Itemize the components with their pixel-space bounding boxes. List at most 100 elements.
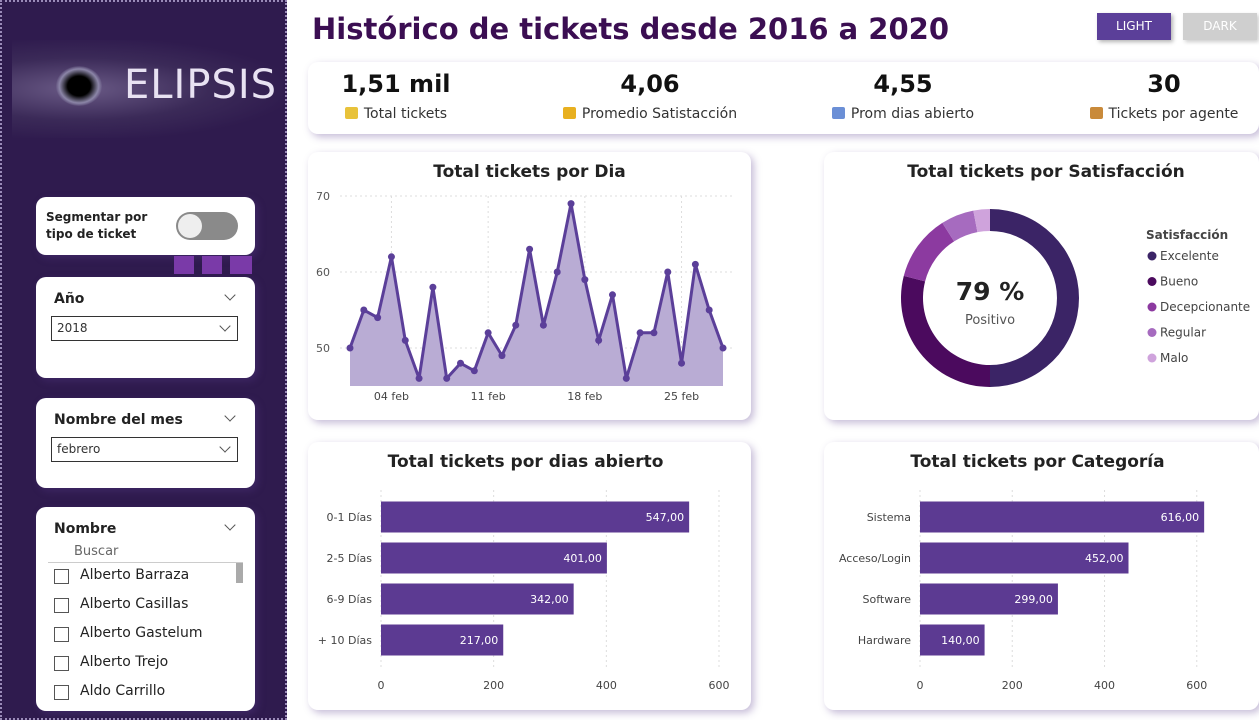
point bbox=[650, 329, 658, 337]
legend-label: Bueno bbox=[1160, 275, 1198, 289]
donut-slice bbox=[990, 209, 1079, 387]
filter-icon[interactable] bbox=[174, 256, 194, 274]
chart-card: Total tickets por dias abierto 0 200 400 600… bbox=[308, 442, 751, 710]
point bbox=[595, 336, 603, 344]
point bbox=[415, 374, 423, 382]
point bbox=[539, 321, 547, 329]
chart-card: Total tickets por Categoría 0 200 400 600 Sis… bbox=[824, 442, 1259, 710]
kpi-label: Prom dias abierto bbox=[850, 106, 975, 122]
kpi-icon bbox=[1089, 107, 1103, 119]
value-label: 342,00 bbox=[530, 593, 569, 606]
chart: Total tickets por Dia 50 60 70 04 feb 11 feb 1… bbox=[316, 162, 733, 403]
name-item: Alberto Barraza bbox=[80, 567, 190, 583]
bar bbox=[920, 583, 1058, 615]
kpi-icon bbox=[344, 107, 358, 119]
x-tick-label: 11 feb bbox=[471, 390, 506, 403]
checkbox[interactable] bbox=[54, 656, 69, 671]
light-button[interactable]: LIGHT bbox=[1097, 13, 1171, 40]
point bbox=[512, 321, 520, 329]
category-label: 0-1 Días bbox=[327, 511, 373, 524]
chart-card: Total tickets por Satisfacción Excelente B… bbox=[824, 152, 1259, 420]
legend-label: Regular bbox=[1160, 326, 1206, 340]
checkbox[interactable] bbox=[54, 685, 69, 700]
y-tick-label: 70 bbox=[316, 190, 330, 203]
y-tick-label: 60 bbox=[316, 266, 330, 279]
name-item: Alberto Gastelum bbox=[80, 625, 203, 641]
name-item: Alberto Casillas bbox=[80, 596, 189, 612]
legend-dot bbox=[1147, 353, 1157, 363]
point bbox=[484, 329, 492, 337]
toggle-switch[interactable] bbox=[176, 212, 238, 240]
point bbox=[374, 314, 382, 322]
point bbox=[608, 291, 616, 299]
bar bbox=[920, 542, 1129, 574]
kpi-value: 4,06 bbox=[620, 70, 680, 98]
value-label: 452,00 bbox=[1085, 552, 1124, 565]
point bbox=[429, 283, 437, 291]
value-label: 401,00 bbox=[563, 552, 602, 565]
kpi-label: Tickets por agente bbox=[1108, 106, 1239, 122]
name-item: Aldo Carrillo bbox=[80, 683, 166, 699]
chart: Total tickets por dias abierto 0 200 400 600… bbox=[318, 452, 730, 692]
bar bbox=[381, 501, 690, 533]
kpi-label: Promedio Satistacción bbox=[581, 106, 738, 122]
dropdown[interactable]: 2018 bbox=[51, 316, 238, 341]
chevron[interactable] bbox=[224, 410, 236, 422]
kpi-label-row: Tickets por agente bbox=[1044, 106, 1259, 122]
chart-title: Total tickets por dias abierto bbox=[388, 452, 664, 472]
kpi-label-row: Prom dias abierto bbox=[783, 106, 1023, 122]
chart: Total tickets por Satisfacción Excelente B… bbox=[901, 162, 1250, 387]
point bbox=[678, 359, 686, 367]
point bbox=[622, 374, 630, 382]
point bbox=[526, 245, 534, 253]
focus-icon[interactable] bbox=[202, 256, 222, 274]
more-icon[interactable] bbox=[230, 256, 252, 274]
logo-area: ELIPSIS bbox=[12, 40, 284, 138]
kpi-label-row: Total tickets bbox=[276, 106, 516, 122]
bar bbox=[381, 583, 574, 615]
search-box[interactable]: Buscar bbox=[74, 544, 119, 559]
chevron[interactable] bbox=[224, 289, 236, 301]
checkbox[interactable] bbox=[54, 569, 69, 584]
toggle-card: Segmentar por tipo de ticket bbox=[36, 197, 255, 255]
x-tick-label: 25 feb bbox=[664, 390, 699, 403]
x-tick-label: 0 bbox=[378, 679, 385, 692]
legend-label: Excelente bbox=[1160, 249, 1219, 263]
bar bbox=[381, 542, 607, 574]
kpi-value: 30 bbox=[1147, 70, 1181, 98]
point bbox=[664, 268, 672, 276]
dropdown-value: 2018 bbox=[57, 321, 88, 335]
dark-button[interactable]: DARK bbox=[1183, 13, 1257, 40]
slicer-title: Nombre del mes bbox=[54, 412, 183, 428]
checkbox[interactable] bbox=[54, 598, 69, 613]
chevron[interactable] bbox=[224, 519, 236, 531]
kpi-label: Total tickets bbox=[363, 106, 448, 122]
name-slicer: Nombre Buscar Alberto Barraza Alberto Cas… bbox=[36, 507, 255, 711]
legend-dot bbox=[1147, 328, 1157, 337]
slicer-title: Año bbox=[54, 291, 85, 307]
point bbox=[719, 344, 727, 352]
x-tick-label: 18 feb bbox=[567, 390, 602, 403]
value-label: 299,00 bbox=[1014, 593, 1053, 606]
dropdown[interactable]: febrero bbox=[51, 437, 238, 462]
point bbox=[691, 260, 699, 268]
checkbox[interactable] bbox=[54, 627, 69, 642]
category-label: Acceso/Login bbox=[839, 552, 911, 565]
category-label: Software bbox=[863, 593, 912, 606]
category-label: Hardware bbox=[858, 634, 911, 647]
kpi-value: 4,55 bbox=[873, 70, 933, 98]
point bbox=[387, 253, 395, 261]
toggle-label: Segmentar por tipo de ticket bbox=[46, 210, 148, 241]
kpi-value: 1,51 mil bbox=[341, 70, 451, 98]
chart-title: Total tickets por Dia bbox=[433, 162, 626, 182]
month-slicer: Nombre del mes febrero bbox=[36, 398, 255, 488]
scrollbar[interactable] bbox=[236, 563, 243, 583]
point bbox=[443, 374, 451, 382]
point bbox=[705, 306, 713, 314]
bar bbox=[920, 501, 1205, 533]
kpi-bar: 1,51 mil Total tickets 4,06 Promedio Satist… bbox=[308, 62, 1259, 134]
legend-title: Satisfacción bbox=[1146, 228, 1228, 242]
point bbox=[346, 344, 354, 352]
name-item: Alberto Trejo bbox=[80, 654, 169, 670]
value-label: 217,00 bbox=[460, 634, 499, 647]
